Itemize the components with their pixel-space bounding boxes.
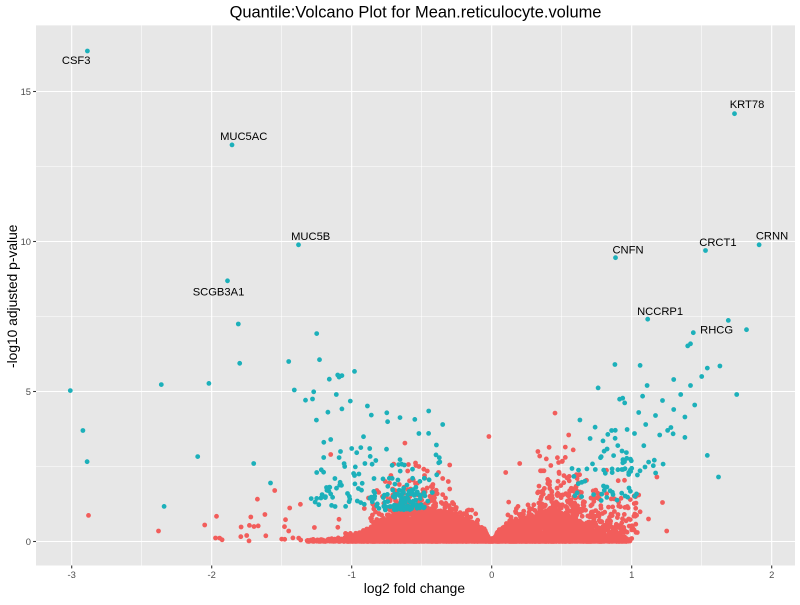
svg-text:NCCRP1: NCCRP1 [637, 306, 683, 318]
svg-text:2: 2 [769, 569, 774, 580]
svg-text:5: 5 [26, 386, 31, 397]
svg-text:-1: -1 [348, 569, 356, 580]
svg-text:Quantile:Volcano Plot for Mean: Quantile:Volcano Plot for Mean.reticuloc… [230, 4, 602, 22]
svg-text:RHCG: RHCG [700, 325, 733, 337]
svg-text:-3: -3 [68, 569, 76, 580]
svg-text:CSF3: CSF3 [62, 55, 91, 67]
svg-text:MUC5B: MUC5B [291, 231, 330, 243]
svg-text:CNFN: CNFN [612, 245, 643, 257]
svg-text:10: 10 [21, 236, 31, 247]
svg-text:KRT78: KRT78 [730, 99, 765, 111]
svg-text:MUC5AC: MUC5AC [220, 131, 267, 143]
svg-text:15: 15 [21, 86, 31, 97]
svg-text:1: 1 [629, 569, 634, 580]
svg-text:-2: -2 [208, 569, 216, 580]
svg-text:0: 0 [489, 569, 494, 580]
svg-text:0: 0 [26, 536, 31, 547]
svg-text:SCGB3A1: SCGB3A1 [193, 286, 245, 298]
svg-text:CRNN: CRNN [756, 231, 788, 243]
svg-text:CRCT1: CRCT1 [699, 237, 736, 249]
svg-text:-log10 adjusted p-value: -log10 adjusted p-value [5, 224, 20, 368]
svg-text:log2 fold change: log2 fold change [364, 581, 466, 596]
